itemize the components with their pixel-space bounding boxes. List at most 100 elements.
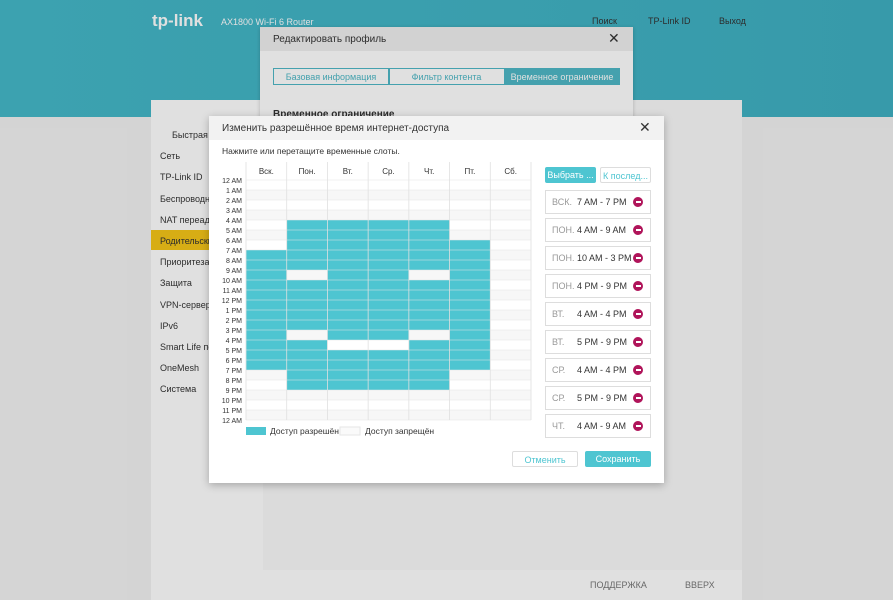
close[interactable]: ✕ <box>639 119 651 135</box>
slot-day: ЧТ. <box>552 421 565 431</box>
save-button[interactable]: Сохранить <box>585 451 651 467</box>
profile-title: Редактировать профиль <box>273 34 387 45</box>
hour-label: 1 AM <box>226 188 242 195</box>
menu-item[interactable]: OneMesh <box>160 363 200 374</box>
menu-item[interactable]: Быстрая н <box>172 130 216 140</box>
menu-item[interactable]: Система <box>160 384 197 395</box>
slot-day: ВТ. <box>552 337 565 347</box>
slot-day: ПОН. <box>552 253 575 263</box>
day-label: Сб. <box>504 167 517 176</box>
remove-icon[interactable] <box>633 225 643 235</box>
remove-bar <box>635 397 641 399</box>
day-label: Пон. <box>299 167 316 176</box>
row-band <box>246 180 531 190</box>
remove-icon[interactable] <box>633 281 643 291</box>
menu-item[interactable]: Родительски <box>160 236 213 246</box>
allowed-slot <box>286 280 328 330</box>
menu-item[interactable]: IPv6 <box>160 320 179 331</box>
last-week-button[interactable]: К послед... <box>600 167 651 183</box>
slot-time: 10 AM - 3 PM <box>577 253 632 263</box>
slot-time: 4 PM - 9 PM <box>577 281 628 291</box>
hour-label: 6 AM <box>226 238 242 245</box>
day-label: Вск. <box>259 167 274 176</box>
day-label: Вт. <box>343 167 353 176</box>
slot-item <box>545 386 651 410</box>
remove-icon[interactable] <box>633 393 643 403</box>
slot-time: 7 AM - 7 PM <box>577 197 627 207</box>
hour-label: 4 PM <box>226 338 243 345</box>
close[interactable]: ✕ <box>608 30 620 46</box>
hour-label: 4 AM <box>226 218 242 225</box>
hour-label: 7 PM <box>226 368 243 375</box>
day-label: Ср. <box>382 167 394 176</box>
day-label: Чт. <box>424 167 434 176</box>
hour-label: 1 PM <box>226 308 243 315</box>
remove-bar <box>635 285 641 287</box>
row-band <box>246 410 531 420</box>
legend-label: Доступ разрешён <box>270 426 339 436</box>
tab[interactable]: Фильтр контента <box>388 68 505 85</box>
remove-icon[interactable] <box>633 365 643 375</box>
menu-item[interactable]: VPN-сервер <box>160 299 211 310</box>
remove-icon[interactable] <box>633 421 643 431</box>
remove-bar <box>635 369 641 371</box>
cancel-button[interactable]: Отменить <box>512 451 578 467</box>
tab[interactable]: Временное ограничение <box>504 68 620 85</box>
menu-item[interactable]: Сеть <box>160 151 181 162</box>
menu-item[interactable]: TP-Link ID <box>160 172 203 183</box>
row-band <box>246 200 531 210</box>
allowed-slot <box>286 340 328 390</box>
row-band <box>246 210 531 220</box>
hour-label: 12 PM <box>222 298 242 305</box>
hour-label: 10 PM <box>222 398 242 405</box>
remove-icon[interactable] <box>633 253 643 263</box>
hour-label: 2 AM <box>226 198 242 205</box>
header-link[interactable]: TP-Link ID <box>648 16 691 26</box>
hour-label: 12 AM <box>222 178 242 185</box>
hour-label: 11 AM <box>223 288 242 295</box>
slot-time: 4 AM - 4 PM <box>577 309 627 319</box>
hour-label: 6 PM <box>226 358 243 365</box>
hour-label: 3 AM <box>226 208 242 215</box>
header-link[interactable]: Выход <box>719 16 746 26</box>
day-label: Пт. <box>465 167 476 176</box>
menu-item[interactable]: Приоритезац <box>160 257 215 268</box>
menu-item[interactable]: Smart Life по <box>160 342 214 352</box>
hour-label: 3 PM <box>226 328 243 335</box>
footer-link[interactable]: ВВЕРХ <box>685 580 715 590</box>
slot-item <box>545 302 651 326</box>
slot-day: СР. <box>552 393 566 403</box>
allowed-slot <box>408 340 450 390</box>
hour-label: 10 AM <box>222 278 242 285</box>
remove-icon[interactable] <box>633 309 643 319</box>
footer-link[interactable]: ПОДДЕРЖКА <box>590 580 647 590</box>
product: AX1800 Wi-Fi 6 Router <box>221 17 314 27</box>
menu-item[interactable]: NAT переадр <box>160 214 215 225</box>
allowed-slot <box>408 220 450 270</box>
slot-day: ВТ. <box>552 309 565 319</box>
remove-icon[interactable] <box>633 337 643 347</box>
slot-time: 5 PM - 9 PM <box>577 393 628 403</box>
section-title: Временное ограничение <box>273 109 395 120</box>
remove-bar <box>635 313 641 315</box>
brand: tp-link <box>152 11 203 30</box>
remove-bar <box>635 425 641 427</box>
hour-label: 9 PM <box>226 388 243 395</box>
hour-label: 5 AM <box>226 228 242 235</box>
remove-icon[interactable] <box>633 197 643 207</box>
slot-day: ПОН. <box>552 281 575 291</box>
header-link[interactable]: Поиск <box>592 16 617 26</box>
slot-item <box>545 274 651 298</box>
hour-label: 8 AM <box>226 258 242 265</box>
menu-item[interactable]: Защита <box>160 278 192 289</box>
dialog-title: Изменить разрешённое время интернет-дост… <box>222 123 450 134</box>
row-band <box>246 400 531 410</box>
remove-bar <box>635 201 641 203</box>
slot-time: 5 PM - 9 PM <box>577 337 628 347</box>
hint: Нажмите или перетащите временные слоты. <box>222 146 400 156</box>
select-all-button[interactable]: Выбрать ... <box>545 167 596 183</box>
hour-label: 7 AM <box>226 248 242 255</box>
allowed-slot <box>408 280 450 330</box>
menu-item[interactable]: Беспроводно <box>160 193 216 204</box>
